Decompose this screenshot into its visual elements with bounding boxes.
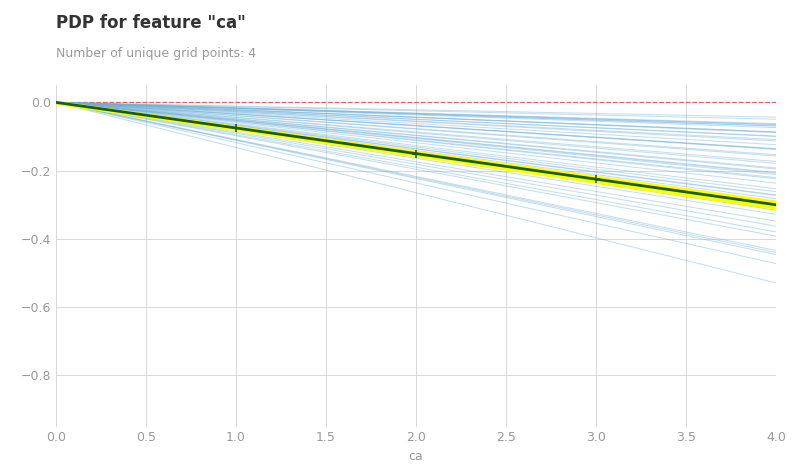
Text: Number of unique grid points: 4: Number of unique grid points: 4 xyxy=(56,47,256,60)
Text: PDP for feature "ca": PDP for feature "ca" xyxy=(56,14,246,32)
X-axis label: ca: ca xyxy=(409,450,423,463)
